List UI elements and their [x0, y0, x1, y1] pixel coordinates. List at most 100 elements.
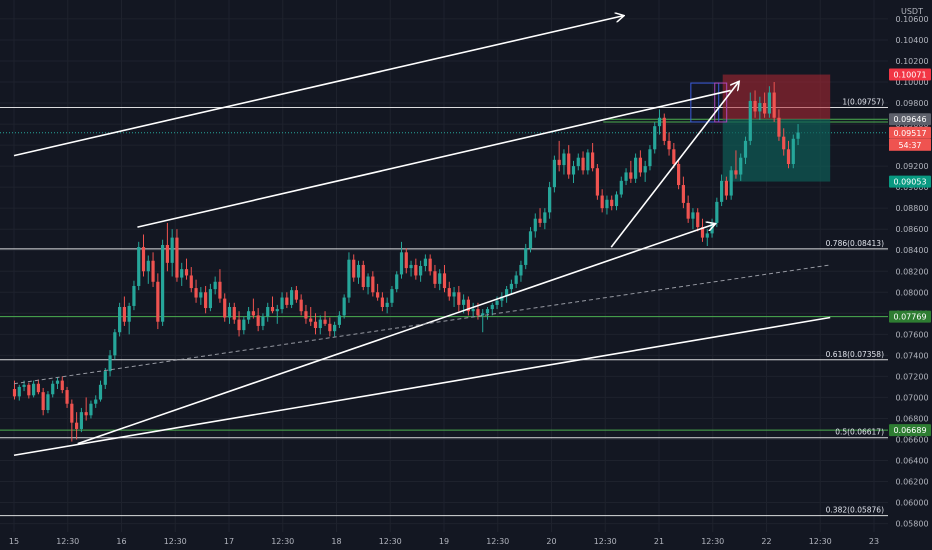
green-level-badge-text: 0.07769 — [893, 313, 926, 322]
candle-body — [227, 307, 232, 318]
candle-body — [452, 292, 456, 297]
y-tick-label: 0.07600 — [895, 330, 928, 339]
candle-body — [505, 289, 509, 297]
candle-body — [385, 302, 389, 308]
candle-body — [51, 383, 55, 395]
x-tick-label: 12:30 — [56, 537, 79, 546]
candle-body — [672, 149, 676, 165]
candle-body — [638, 157, 642, 173]
candle-body — [610, 199, 614, 207]
candle-body — [419, 266, 423, 276]
candle-body — [696, 212, 700, 228]
candle-body — [32, 383, 36, 396]
candle-body — [514, 275, 518, 284]
candle-body — [495, 300, 499, 305]
y-tick-label: 0.08000 — [895, 288, 928, 297]
target-zone — [722, 74, 831, 120]
position-zones — [690, 74, 831, 182]
candle-body — [796, 132, 800, 139]
candle-body — [567, 153, 571, 175]
trend-line — [13, 316, 831, 457]
trend-line-arrow — [13, 16, 623, 157]
candle-body — [285, 297, 289, 305]
x-tick-label: 18 — [331, 537, 341, 546]
time-axis[interactable]: 15 12:30 16 12:30 17 12:30 18 12:30 19 12:30 20 12:… — [9, 537, 879, 546]
candle-body — [127, 305, 131, 322]
candle-body — [528, 231, 533, 249]
candle-body — [361, 264, 365, 288]
candle-body — [485, 309, 490, 314]
candle-body — [194, 288, 198, 298]
candle-body — [342, 297, 346, 316]
candle-body — [423, 258, 427, 266]
y-tick-label: 0.06200 — [895, 478, 928, 487]
candle-body — [161, 244, 165, 322]
candle-body — [79, 412, 83, 429]
x-tick-label: 12:30 — [486, 537, 509, 546]
candle-body — [758, 103, 762, 112]
candle-body — [634, 157, 638, 179]
target-price-badge-text: 0.10071 — [893, 71, 926, 80]
candle-body — [70, 403, 74, 423]
candle-body — [667, 140, 671, 150]
candle-body — [27, 384, 31, 396]
candle-body — [653, 126, 657, 150]
candle-body — [356, 264, 361, 278]
candle-body — [595, 168, 599, 196]
candle-body — [313, 321, 318, 329]
candle-body — [648, 149, 652, 167]
candle-body — [490, 304, 494, 310]
candle-body — [399, 252, 404, 275]
candle-body — [237, 319, 241, 331]
x-tick-label: 21 — [654, 537, 664, 546]
green-level-badge-text: 0.06689 — [893, 426, 926, 435]
chart-grid — [0, 0, 888, 532]
candle-body — [208, 289, 212, 309]
candle-body — [614, 194, 619, 207]
highlight-box-purple — [714, 82, 728, 123]
candle-body — [132, 285, 136, 306]
candle-body — [457, 292, 461, 305]
trend-line-arrow — [610, 82, 738, 248]
candle-body — [204, 292, 208, 309]
entry-price-badge-text: 0.09646 — [893, 115, 926, 124]
candle-body — [256, 315, 260, 326]
candle-body — [748, 100, 752, 141]
x-tick-label: 20 — [546, 537, 556, 546]
stop-price-badge-text: 0.09053 — [893, 178, 926, 187]
candle-body — [538, 218, 542, 223]
candle-body — [242, 319, 246, 331]
candle-body — [581, 157, 585, 171]
y-tick-label: 0.08800 — [895, 204, 928, 213]
y-tick-label: 0.08400 — [895, 246, 928, 255]
y-tick-label: 0.06000 — [895, 499, 928, 508]
candle-body — [524, 248, 528, 265]
x-tick-label: 23 — [869, 537, 879, 546]
candle-body — [333, 324, 337, 332]
candle-body — [791, 138, 795, 165]
x-tick-label: 12:30 — [809, 537, 832, 546]
candle-body — [137, 247, 141, 286]
candle-body — [146, 260, 150, 272]
candle-body — [724, 180, 728, 196]
candle-body — [232, 307, 236, 320]
candle-body — [433, 271, 437, 284]
x-tick-label: 12:30 — [594, 537, 617, 546]
candle-body — [376, 292, 380, 298]
green-level-badge — [889, 310, 931, 323]
candle-body — [218, 281, 222, 299]
x-tick-label: 22 — [761, 537, 771, 546]
candle-body — [715, 201, 719, 223]
candle-body — [466, 299, 470, 312]
candle-body — [108, 355, 112, 372]
y-tick-label: 0.08600 — [895, 225, 928, 234]
candle-body — [476, 309, 480, 316]
candle-body — [395, 274, 399, 290]
candle-body — [600, 195, 604, 209]
candle-body — [481, 313, 485, 316]
candle-body — [471, 309, 475, 312]
target-price-badge — [889, 68, 931, 81]
y-tick-label: 0.09800 — [895, 99, 928, 108]
candle-body — [36, 383, 40, 393]
